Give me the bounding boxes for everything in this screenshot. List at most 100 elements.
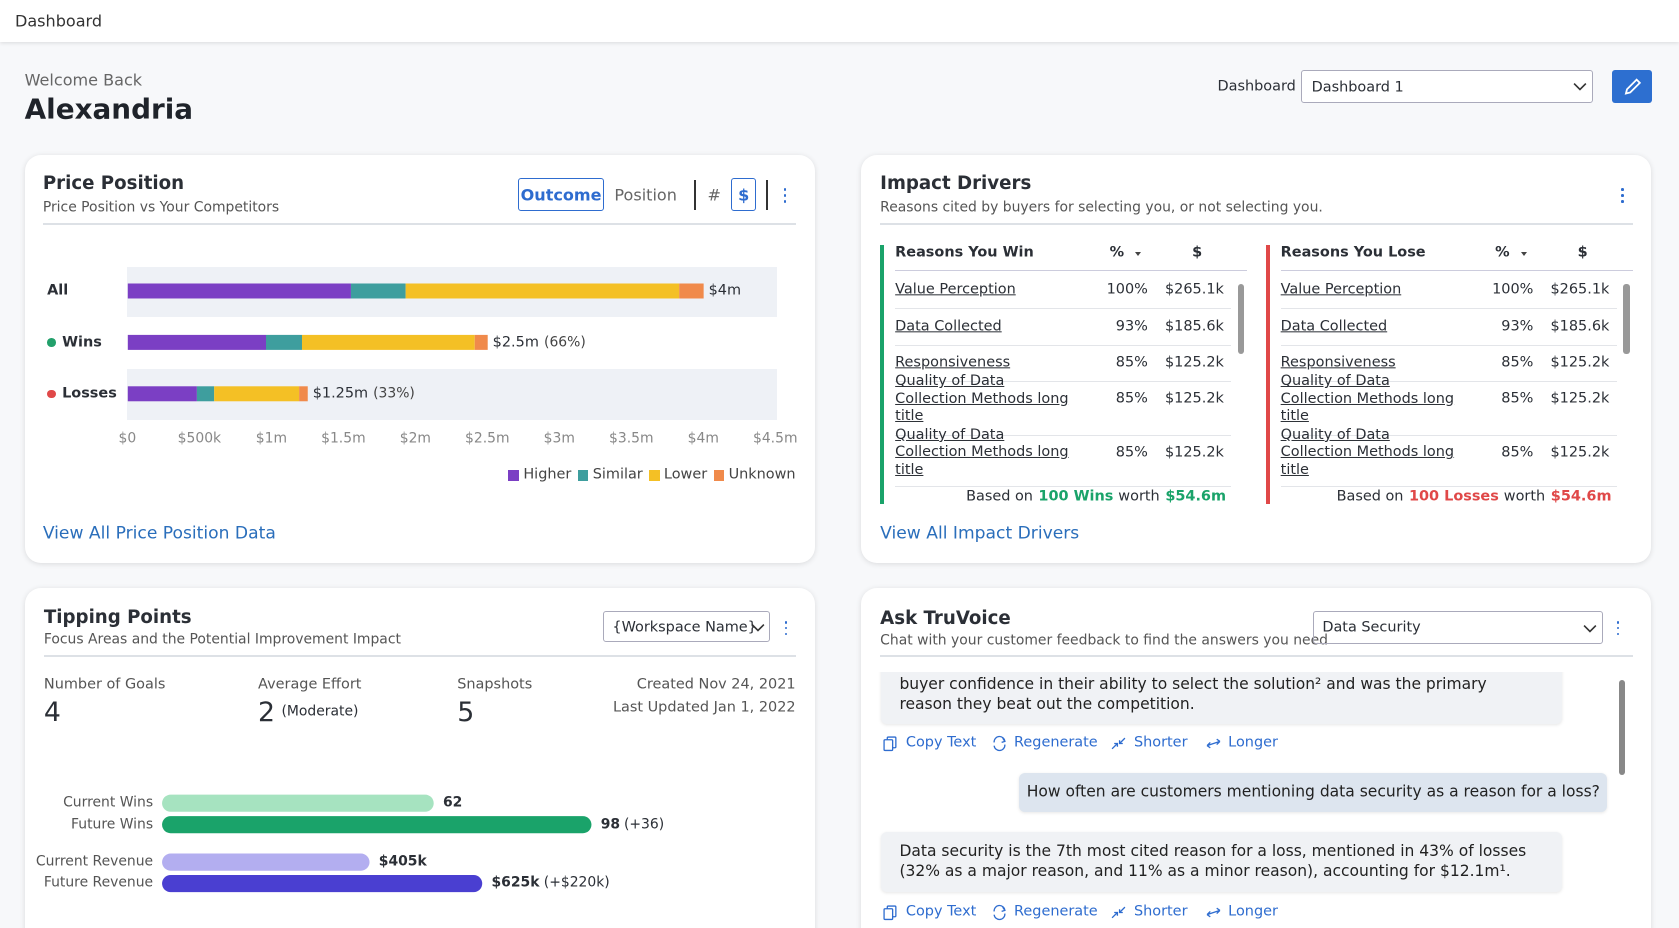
arrows xyxy=(1112,906,1126,919)
driver-amount: $125.2k xyxy=(1550,390,1610,407)
row-rule xyxy=(1280,434,1617,436)
view-all-link[interactable]: View All Impact Drivers xyxy=(880,524,1080,545)
category-label: Wins xyxy=(62,333,102,350)
picker-label: Dashboard xyxy=(1217,78,1296,95)
row-rule xyxy=(1280,486,1617,488)
column-header[interactable]: % xyxy=(1109,244,1125,261)
column-header: $ xyxy=(1577,244,1588,261)
chevron-icon xyxy=(751,624,764,632)
driver-link[interactable]: Data Collected xyxy=(895,317,1002,334)
menu-dot xyxy=(784,621,788,624)
bar-segment xyxy=(301,335,475,351)
regenerate-glyph xyxy=(993,904,1006,920)
view-all-link[interactable]: View All Price Position Data xyxy=(42,524,276,545)
scrollbar xyxy=(1237,283,1245,355)
message-action[interactable]: Copy Text xyxy=(905,734,977,751)
unit-toggle[interactable]: $ xyxy=(738,185,750,205)
bar-segment xyxy=(265,335,302,351)
message-action[interactable]: Regenerate xyxy=(1014,734,1098,751)
chevron-icon xyxy=(1583,625,1596,633)
driver-link[interactable]: Quality of Data Collection Methods long … xyxy=(1280,373,1455,425)
driver-percent: 93% xyxy=(1115,317,1148,334)
more-menu[interactable] xyxy=(1614,619,1623,636)
x-tick-label: $3m xyxy=(543,430,575,447)
stat-value: 5 xyxy=(457,697,475,729)
price-position-card: Price Position Price Position vs Your Com… xyxy=(24,155,815,564)
legend-swatch xyxy=(713,470,725,481)
menu-dot xyxy=(1620,194,1624,197)
driver-percent: 85% xyxy=(1501,390,1534,407)
tab[interactable]: Position xyxy=(614,185,677,205)
footer-prefix: Based on xyxy=(966,488,1033,505)
footer-count: 100 Wins xyxy=(1038,488,1114,505)
top-bar xyxy=(0,0,1679,42)
column-header[interactable]: % xyxy=(1495,244,1510,261)
topic-select-value: Data Security xyxy=(1322,619,1421,636)
more-menu[interactable] xyxy=(1618,186,1627,203)
bar-segment xyxy=(213,386,299,402)
x-tick-label: $1m xyxy=(255,430,287,447)
tab[interactable]: Outcome xyxy=(520,185,602,205)
welcome-greeting: Welcome Back xyxy=(24,70,143,90)
edit-button[interactable] xyxy=(1611,69,1653,103)
row-rule xyxy=(895,434,1232,436)
chevron xyxy=(1583,624,1596,633)
message-action[interactable]: Shorter xyxy=(1133,734,1188,751)
message-action[interactable]: Shorter xyxy=(1133,903,1188,920)
row-rule xyxy=(895,381,1232,383)
message-action[interactable]: Copy Text xyxy=(905,903,977,920)
shorter-icon xyxy=(1111,736,1126,751)
driver-link[interactable]: Quality of Data Collection Methods long … xyxy=(1280,426,1455,478)
message-action[interactable]: Regenerate xyxy=(1014,903,1098,920)
bar-segment xyxy=(127,335,266,351)
bar-segment xyxy=(678,283,704,299)
copy-glyph xyxy=(883,905,897,920)
driver-link[interactable]: Quality of Data Collection Methods long … xyxy=(895,373,1069,425)
menu-dot xyxy=(783,200,787,203)
footer-middle: worth xyxy=(1503,488,1546,505)
driver-link[interactable]: Quality of Data Collection Methods long … xyxy=(895,426,1069,478)
more-menu[interactable] xyxy=(781,186,790,203)
driver-amount: $185.6k xyxy=(1550,317,1610,334)
bar-segment xyxy=(127,386,197,402)
unit-toggle[interactable]: # xyxy=(707,185,721,205)
bar-segment xyxy=(127,283,351,299)
x-tick-label: $500k xyxy=(177,430,222,447)
more-menu[interactable] xyxy=(782,619,791,636)
header-rule xyxy=(1280,269,1633,272)
driver-link[interactable]: Data Collected xyxy=(1280,317,1388,334)
driver-percent: 85% xyxy=(1115,444,1148,461)
message-action[interactable]: Longer xyxy=(1228,903,1278,920)
legend-label: Lower xyxy=(663,466,708,483)
topic-select[interactable]: Data Security xyxy=(1312,611,1603,644)
message-text: buyer confidence in their ability to sel… xyxy=(899,674,1487,714)
outcome-tab[interactable] xyxy=(518,177,604,211)
user-message: How often are customers mentioning data … xyxy=(1019,773,1608,812)
driver-amount: $125.2k xyxy=(1165,390,1224,407)
stat-value: 4 xyxy=(43,697,61,729)
menu-dot xyxy=(1616,621,1620,624)
row-rule xyxy=(1280,308,1617,310)
driver-link[interactable]: Responsiveness xyxy=(895,354,1011,371)
tipping-chart xyxy=(161,794,592,892)
driver-link[interactable]: Value Perception xyxy=(895,281,1016,298)
workspace-select[interactable]: {Workspace Name} xyxy=(602,611,770,643)
share-label: (33%) xyxy=(373,385,415,402)
arrows xyxy=(993,735,1006,751)
driver-link[interactable]: Responsiveness xyxy=(1280,354,1396,371)
bar-label: Future Wins xyxy=(71,816,154,833)
message-action[interactable]: Longer xyxy=(1228,734,1278,751)
message-text: Data security is the 7th most cited reas… xyxy=(899,841,1527,881)
bar-value: $405k xyxy=(378,853,427,870)
arrows xyxy=(1206,907,1221,918)
longer-glyph xyxy=(1206,907,1221,918)
dashboard-select[interactable]: Dashboard 1 xyxy=(1301,69,1594,103)
card-subtitle: Price Position vs Your Competitors xyxy=(42,199,280,216)
bar-label: Future Revenue xyxy=(43,875,154,892)
driver-percent: 85% xyxy=(1501,444,1534,461)
legend-label: Higher xyxy=(523,466,572,483)
unit-toggle-active[interactable] xyxy=(731,177,756,211)
ask-truvoice-card: Ask TruVoice Chat with your customer feed… xyxy=(860,587,1652,928)
driver-link[interactable]: Value Perception xyxy=(1280,281,1402,298)
